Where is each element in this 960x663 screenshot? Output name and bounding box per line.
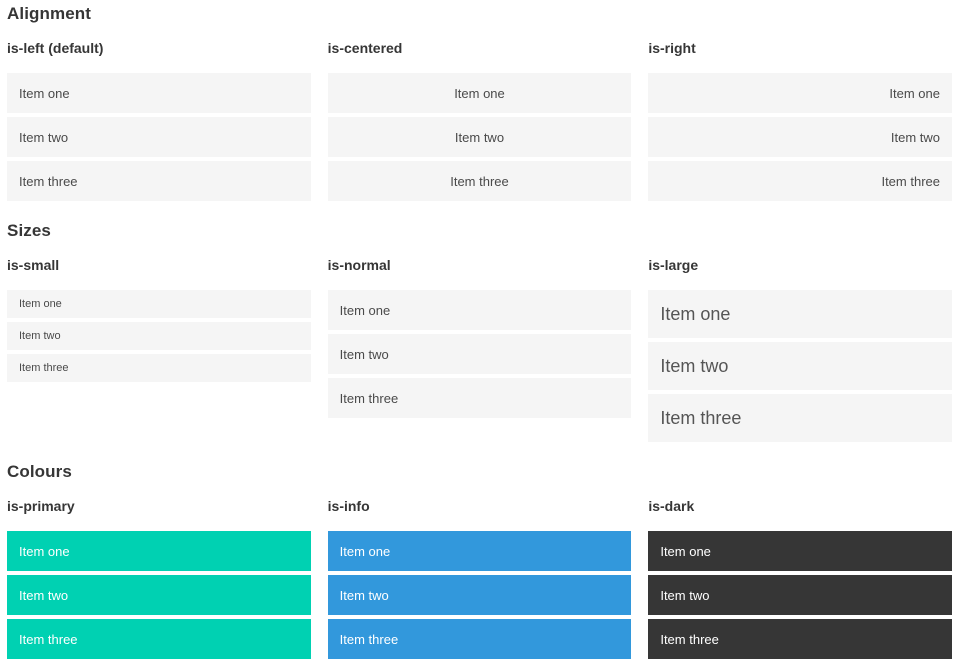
column-info: is-info Item one Item two Item three — [327, 498, 632, 663]
list-item: Item two — [327, 117, 632, 157]
list-item: Item three — [7, 619, 311, 659]
column-label: is-large — [648, 257, 699, 273]
column-label: is-dark — [648, 498, 695, 514]
list-item: Item one — [327, 290, 632, 330]
list-item: Item one — [327, 73, 632, 113]
column-label: is-primary — [7, 498, 75, 514]
column-label: is-normal — [327, 257, 391, 273]
list-item: Item two — [7, 575, 311, 615]
column-small: is-small Item one Item two Item three — [7, 257, 311, 446]
list-item: Item three — [648, 394, 952, 442]
column-label: is-left (default) — [7, 40, 104, 56]
section: Colours is-primary Item one Item two Ite… — [7, 462, 952, 663]
column-normal: is-normal Item one Item two Item three — [327, 257, 632, 446]
item-list: Item one Item two Item three — [7, 73, 311, 201]
section-columns: is-small Item one Item two Item three is… — [7, 257, 952, 446]
item-list: Item one Item two Item three — [648, 531, 952, 659]
list-item: Item three — [648, 619, 952, 659]
column-left: is-left (default) Item one Item two Item… — [7, 40, 311, 205]
list-item: Item three — [7, 354, 311, 382]
column-primary: is-primary Item one Item two Item three — [7, 498, 311, 663]
list-item: Item one — [327, 531, 632, 571]
column-dark: is-dark Item one Item two Item three — [648, 498, 952, 663]
item-list: Item one Item two Item three — [327, 73, 632, 201]
column-centered: is-centered Item one Item two Item three — [327, 40, 632, 205]
section-title: Colours — [7, 462, 72, 481]
list-item: Item three — [327, 161, 632, 201]
list-item: Item one — [7, 531, 311, 571]
column-right: is-right Item one Item two Item three — [648, 40, 952, 205]
column-label: is-right — [648, 40, 696, 56]
list-item: Item one — [7, 73, 311, 113]
section-columns: is-primary Item one Item two Item three … — [7, 498, 952, 663]
list-item: Item one — [7, 290, 311, 318]
list-item: Item one — [648, 73, 952, 113]
section-columns: is-left (default) Item one Item two Item… — [7, 40, 952, 205]
list-item: Item three — [7, 161, 311, 201]
item-list: Item one Item two Item three — [327, 531, 632, 659]
column-label: is-small — [7, 257, 60, 273]
list-item: Item two — [7, 117, 311, 157]
list-item: Item three — [327, 378, 632, 418]
item-list: Item one Item two Item three — [7, 531, 311, 659]
list-item: Item two — [327, 334, 632, 374]
list-item: Item two — [327, 575, 632, 615]
section: Sizes is-small Item one Item two Item th… — [7, 221, 952, 446]
list-item: Item one — [648, 531, 952, 571]
list-item: Item two — [7, 322, 311, 350]
section-title: Alignment — [7, 4, 92, 23]
item-list: Item one Item two Item three — [7, 290, 311, 382]
item-list: Item one Item two Item three — [327, 290, 632, 418]
list-item: Item three — [648, 161, 952, 201]
list-item: Item two — [648, 575, 952, 615]
column-label: is-centered — [327, 40, 403, 56]
list-item: Item one — [648, 290, 952, 338]
page-root: Alignment is-left (default) Item one Ite… — [7, 4, 952, 663]
section: Alignment is-left (default) Item one Ite… — [7, 4, 952, 205]
column-large: is-large Item one Item two Item three — [648, 257, 952, 446]
section-title: Sizes — [7, 221, 51, 240]
list-item: Item three — [327, 619, 632, 659]
item-list: Item one Item two Item three — [648, 290, 952, 442]
item-list: Item one Item two Item three — [648, 73, 952, 201]
list-item: Item two — [648, 342, 952, 390]
list-item: Item two — [648, 117, 952, 157]
column-label: is-info — [327, 498, 370, 514]
